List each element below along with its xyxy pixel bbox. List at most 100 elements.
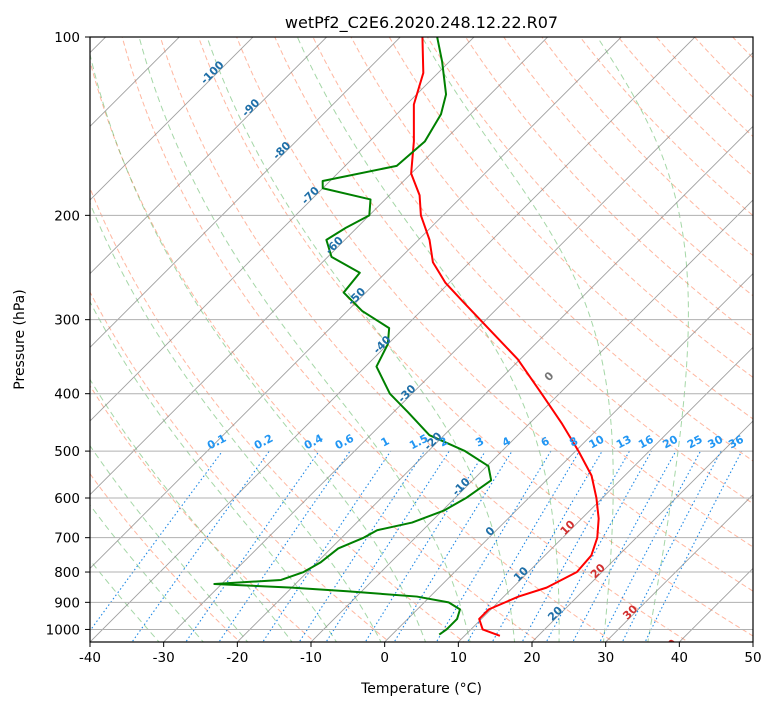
y-tick-label: 600 [54,491,80,507]
mixing-ratio-label: 1 [379,434,392,449]
warm-isotherm-label: 10 [558,517,578,537]
mixing-ratio-label: 0.4 [302,432,326,453]
y-tick-label: 200 [54,208,80,224]
dry-adiabat [503,37,753,297]
dry-adiabat [464,37,753,337]
isotherm [310,199,753,642]
x-tick-label: 50 [744,650,761,666]
warm-isotherm-label: 40 [660,637,680,657]
dry-adiabat [236,37,753,592]
isotherm-label: -80 [270,139,293,162]
y-tick-label: 500 [54,444,80,460]
y-axis-label: Pressure (hPa) [12,289,28,389]
mixing-ratio-label: 0.6 [333,432,357,453]
mixing-ratio-label: 6 [539,434,552,449]
dry-adiabat [758,24,775,645]
dry-adiabat [655,37,753,138]
x-tick-label: -10 [300,650,322,666]
plot-frame [89,36,754,643]
temperature-line [410,37,600,637]
mixing-ratio-line [90,450,223,632]
dry-adiabat [350,37,753,462]
line-labels: 0.1 0.2 0.4 0.6 1 1.5 2 3 4 6 8 10 13 16 20 25 30 36-100-… [198,58,746,657]
y-tick-label: 1000 [46,622,80,638]
isotherm [90,37,180,127]
isotherm [457,346,753,642]
x-tick-label: -30 [153,650,175,666]
isotherm-label: 10 [511,564,531,584]
dry-adiabat [197,37,753,637]
mixing-ratio-label: 0.1 [205,432,228,453]
mixing-ratio-line [185,450,320,642]
isotherm-label: -90 [239,96,262,119]
dry-adiabat [121,37,615,642]
mixing-ratio-label: 3 [473,434,486,449]
isotherm [752,641,753,642]
mixing-ratio-label: 36 [726,433,746,452]
warm-isotherm-label: 20 [588,561,608,581]
x-tick-label: -20 [226,650,248,666]
x-axis-label: Temperature (°C) [360,681,482,697]
isotherm-label: -100 [198,58,227,87]
isotherm [163,52,753,642]
x-tick-label: 40 [671,650,688,666]
chart-title: wetPf2_C2E6.2020.248.12.22.R07 [285,13,558,33]
moist-adiabat [296,37,560,642]
mixing-ratio-line [621,450,722,642]
dry-adiabat [274,37,753,548]
mixing-ratio-label: 25 [685,433,705,452]
moist-adiabat [421,37,614,642]
moist-adiabat [206,37,516,642]
isotherm-label: -50 [345,285,368,308]
dry-adiabat [312,37,753,505]
dry-adiabat [90,472,241,642]
zero-isotherm-label: 0 [542,369,557,384]
mixing-ratio-line [435,450,552,642]
dry-adiabat [579,37,753,217]
y-tick-label: 100 [54,30,80,46]
isotherm [90,37,328,275]
y-tick-label: 900 [54,595,80,611]
moist-adiabat [90,504,204,642]
dry-adiabat [541,37,753,257]
mixing-ratio-line [131,450,270,642]
mixing-ratio-line [466,450,580,642]
mixing-ratio-line [364,450,486,642]
isotherm-label: -60 [323,234,346,257]
dry-adiabat [90,384,316,642]
mixing-ratio-label: 10 [587,433,607,452]
warm-isotherm-label: 30 [620,602,640,622]
x-tick-label: 30 [597,650,614,666]
isotherm [90,37,401,348]
dry-adiabat [731,37,753,59]
y-tick-label: 800 [54,565,80,581]
moist-adiabat [90,52,427,642]
y-tick-label: 300 [54,313,80,329]
axes: -40 -30 -20 -10 0 10 20 30 40 5010020030040050060… [46,30,762,666]
x-tick-label: 20 [523,650,540,666]
dry-adiabat [388,37,753,420]
mixing-ratio-label: 8 [567,434,580,449]
mixing-ratio-line [572,450,677,642]
isotherm [90,37,475,422]
mixing-ratio-line [644,450,743,642]
y-tick-label: 400 [54,387,80,403]
x-tick-label: -40 [79,650,101,666]
mixing-ratio-line [262,450,392,642]
mixing-ratio-label: 30 [706,433,726,452]
isotherm [384,273,753,642]
moist-adiabat [90,201,382,642]
moist-adiabat [138,37,471,642]
moist-adiabat [90,444,249,642]
mixing-ratio-line [393,450,513,642]
background-reference-lines [90,24,775,645]
isotherm [531,420,753,642]
isotherm [90,37,549,496]
isotherm-label: -70 [299,184,322,207]
mixing-ratio-label: 13 [614,433,634,452]
mixing-ratio-label: 20 [660,433,680,452]
y-tick-label: 700 [54,531,80,547]
isotherm-label: -40 [371,333,394,356]
mixing-ratio-line [298,450,425,642]
